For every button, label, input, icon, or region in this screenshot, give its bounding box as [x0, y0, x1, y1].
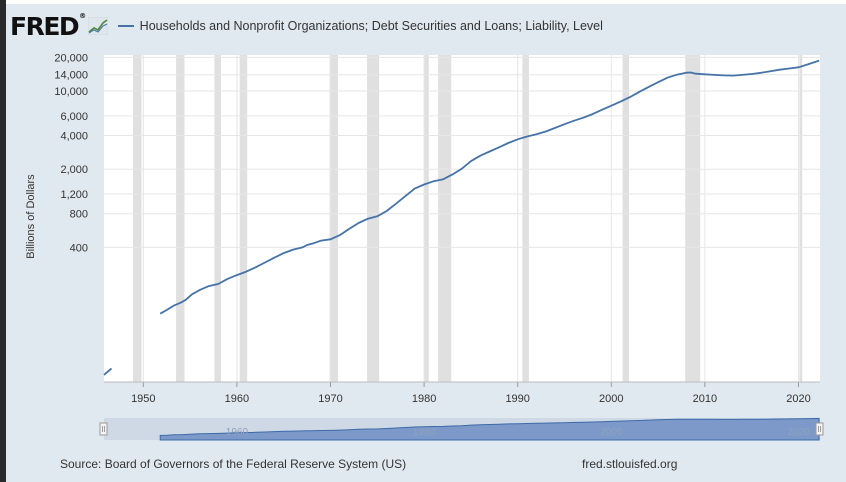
recession-band	[685, 55, 701, 382]
chart-header: FRED® Households and Nonprofit Organizat…	[10, 11, 603, 41]
recession-band	[133, 55, 142, 382]
navigator-handle-left[interactable]	[99, 422, 108, 436]
recession-band	[329, 55, 338, 382]
recession-band	[239, 55, 248, 382]
y-tick-label: 1,200	[60, 189, 88, 201]
navigator-area	[159, 417, 820, 441]
navigator-handle-right[interactable]	[815, 422, 824, 436]
window-edge	[0, 0, 6, 482]
series-line	[159, 59, 820, 315]
series-line	[103, 367, 113, 376]
recession-band	[176, 55, 185, 382]
recession-band	[438, 55, 452, 382]
recession-band	[424, 55, 429, 382]
y-tick-label: 6,000	[60, 111, 88, 123]
legend-swatch	[117, 25, 134, 27]
recession-band	[799, 55, 803, 382]
y-tick-label: 4,000	[60, 131, 88, 143]
navigator-tick-label: 2020	[787, 427, 810, 438]
recession-band	[622, 55, 630, 382]
source-text: Source: Board of Governors of the Federa…	[60, 457, 407, 471]
x-tick-label: 1970	[318, 393, 342, 405]
recession-band	[214, 55, 221, 382]
x-tick-label: 2000	[599, 393, 623, 405]
fred-logo[interactable]: FRED®	[10, 11, 86, 41]
x-tick-label: 1950	[131, 393, 155, 405]
recession-band	[522, 55, 529, 382]
legend-series-label: Households and Nonprofit Organizations; …	[139, 19, 603, 33]
x-tick-label: 1960	[225, 393, 249, 405]
source-url[interactable]: fred.stlouisfed.org	[582, 457, 678, 471]
x-tick-label: 2020	[786, 393, 810, 405]
plot-area	[104, 55, 820, 382]
y-tick-label: 20,000	[54, 52, 88, 64]
y-tick-label: 400	[70, 242, 88, 254]
fred-graph-icon	[87, 17, 108, 35]
y-tick-label: 2,000	[60, 164, 88, 176]
navigator-tick-label: 1980	[413, 427, 436, 438]
x-tick-label: 1990	[505, 393, 529, 405]
y-axis-label: Billions of Dollars	[25, 174, 37, 259]
recession-band	[367, 55, 380, 382]
y-tick-label: 14,000	[54, 70, 88, 82]
navigator-tick-label: 2000	[600, 427, 623, 438]
x-tick-label: 1980	[412, 393, 436, 405]
y-tick-label: 800	[70, 209, 88, 221]
y-tick-label: 10,000	[54, 86, 88, 98]
x-tick-label: 2010	[693, 393, 717, 405]
navigator-tick-label: 1960	[226, 427, 249, 438]
